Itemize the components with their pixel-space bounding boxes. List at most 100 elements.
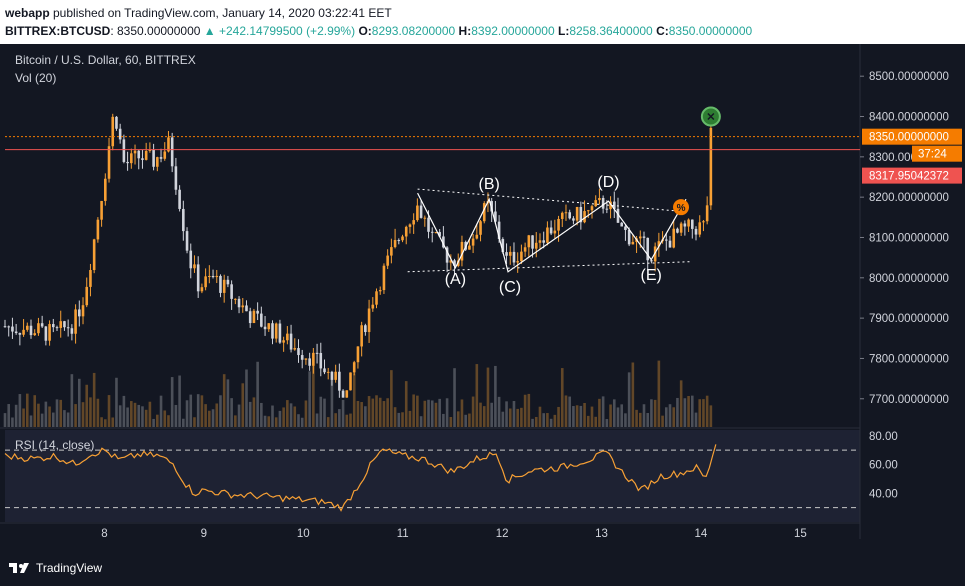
candle-body xyxy=(560,212,564,219)
candle-body xyxy=(319,352,323,369)
volume-bar xyxy=(211,409,215,427)
brand-name: TradingView xyxy=(36,561,103,575)
candle-body xyxy=(163,151,167,159)
candle-body xyxy=(572,218,575,221)
candle-body xyxy=(479,221,482,235)
volume-bar xyxy=(438,398,441,427)
rsi-pane[interactable] xyxy=(4,430,860,522)
volume-bar xyxy=(594,416,598,427)
y-tick-label: 7800.00000000 xyxy=(869,353,949,365)
ohlc-info: BITTREX:BTCUSD: 8350.00000000 ▲ +242.147… xyxy=(5,24,753,38)
high-value: 8392.00000000 xyxy=(471,24,555,38)
volume-bar xyxy=(92,372,96,427)
volume-bar xyxy=(709,405,713,427)
y-tick-label: 8100.00000000 xyxy=(869,232,949,244)
candle-body xyxy=(330,371,334,380)
volume-bar xyxy=(568,396,571,427)
candle-body xyxy=(74,309,77,334)
candle-body xyxy=(297,348,300,356)
volume-bar xyxy=(252,397,256,427)
volume-bar xyxy=(616,407,620,427)
volume-bar xyxy=(222,374,226,427)
volume-bar xyxy=(152,418,155,427)
author-name[interactable]: webapp xyxy=(5,6,50,20)
volume-bar xyxy=(620,404,624,427)
candle-body xyxy=(430,231,434,233)
volume-bar xyxy=(475,364,479,427)
last-price-badge: 8350.00000000 xyxy=(869,132,949,144)
candle-body xyxy=(427,217,430,232)
candle-body xyxy=(3,326,7,328)
candle-body xyxy=(274,323,278,339)
wave-label: (A) xyxy=(445,271,466,288)
candle-body xyxy=(564,212,568,214)
candle-body xyxy=(174,166,178,190)
volume-bar xyxy=(531,418,534,427)
volume-bar xyxy=(482,406,486,427)
volume-bar xyxy=(560,368,564,427)
volume-bar xyxy=(590,406,594,427)
volume-bar xyxy=(167,415,170,427)
candle-body xyxy=(40,323,44,327)
candle-body xyxy=(182,208,185,232)
volume-bar xyxy=(612,399,616,427)
candle-body xyxy=(434,232,438,234)
volume-bar xyxy=(690,395,694,427)
last-price-badge-bg xyxy=(862,128,962,145)
volume-bar xyxy=(512,401,516,427)
chart-canvas[interactable]: 7700.00000000 7800.00000000 7900.00000000 8… xyxy=(0,44,965,555)
y-tick-label: 7700.00000000 xyxy=(869,394,949,406)
candle-body xyxy=(167,137,170,152)
volume-bar xyxy=(267,416,271,427)
volume-bar xyxy=(278,410,282,427)
volume-bar xyxy=(300,417,304,427)
candle-body xyxy=(520,251,523,262)
volume-bar xyxy=(137,404,141,427)
volume-bar xyxy=(89,397,92,427)
candle-body xyxy=(497,221,501,240)
candle-body xyxy=(668,240,672,248)
candle-body xyxy=(267,323,271,330)
candle-body xyxy=(107,146,111,179)
candle-body xyxy=(546,227,549,243)
volume-bar xyxy=(624,413,627,427)
volume-bar xyxy=(55,399,59,427)
volume-bar xyxy=(297,414,300,427)
volume-bar xyxy=(323,398,326,427)
volume-bar xyxy=(204,404,207,427)
candle-body xyxy=(605,208,609,210)
candle-body xyxy=(70,328,74,334)
candle-body xyxy=(679,223,683,233)
candle-body xyxy=(553,230,557,234)
wave-label: (C) xyxy=(499,279,521,296)
candle-body xyxy=(312,352,315,366)
candle-body xyxy=(315,352,319,354)
volume-bar xyxy=(130,401,133,427)
candle-body xyxy=(245,305,248,312)
candle-body xyxy=(300,355,304,360)
candle-body xyxy=(364,325,367,333)
tradingview-logo[interactable]: TradingView xyxy=(8,561,102,575)
triangle-upper-line xyxy=(417,188,682,212)
candle-body xyxy=(141,158,144,160)
publish-info: webapp published on TradingView.com, Jan… xyxy=(5,6,392,20)
candle-body xyxy=(690,219,694,229)
volume-bar xyxy=(66,412,70,427)
volume-bar xyxy=(48,406,51,427)
candle-body xyxy=(646,237,650,261)
candle-body xyxy=(705,205,709,222)
volume-bar xyxy=(312,365,315,427)
candle-body xyxy=(122,139,126,162)
chart-title: Bitcoin / U.S. Dollar, 60, BITTREX xyxy=(15,53,196,67)
candle-body xyxy=(222,279,226,293)
candle-body xyxy=(516,261,519,263)
x-tick-label: 8 xyxy=(101,528,107,540)
volume-bar xyxy=(111,417,115,427)
candle-body xyxy=(672,228,676,248)
volume-bar xyxy=(349,413,352,427)
volume-bar xyxy=(638,412,642,427)
volume-bar xyxy=(248,401,252,427)
candle-body xyxy=(137,150,141,159)
candle-body xyxy=(453,260,456,266)
candle-body xyxy=(44,326,48,341)
